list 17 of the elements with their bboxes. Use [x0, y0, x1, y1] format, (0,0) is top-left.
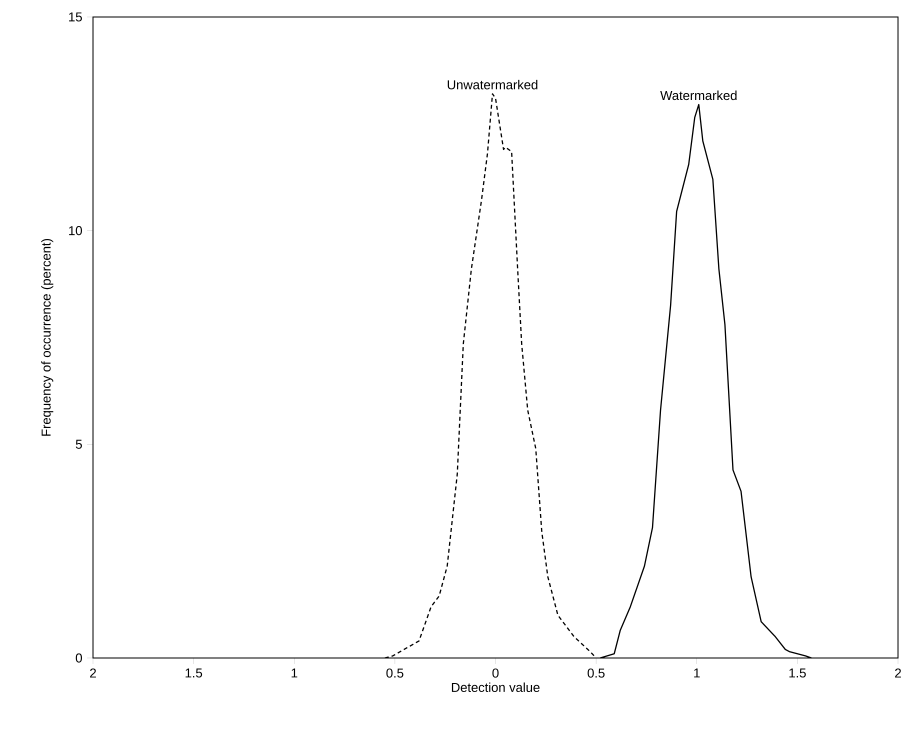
- y-tick-label: 5: [76, 440, 82, 449]
- series-label: Watermarked: [660, 90, 737, 100]
- x-tick-label: 2: [90, 668, 96, 678]
- x-tick-label: 1.5: [789, 668, 806, 678]
- x-tick-label: 1: [694, 668, 700, 678]
- y-tick-label: 10: [69, 226, 82, 236]
- x-tick-label: 0: [492, 668, 499, 678]
- x-tick-label: 0.5: [386, 668, 404, 678]
- x-tick-label: 1.5: [186, 668, 202, 678]
- x-tick-label: 2: [895, 668, 901, 678]
- series-label: Unwatermarked: [448, 80, 538, 90]
- y-axis-title: Frequency of occurrence (percent): [41, 238, 54, 436]
- x-tick-label: 0.5: [588, 668, 605, 678]
- x-axis-title: Detection value: [452, 682, 540, 692]
- y-tick-label: 15: [69, 12, 82, 22]
- y-tick-label: 0: [76, 653, 82, 663]
- x-tick-label: 1: [292, 668, 298, 678]
